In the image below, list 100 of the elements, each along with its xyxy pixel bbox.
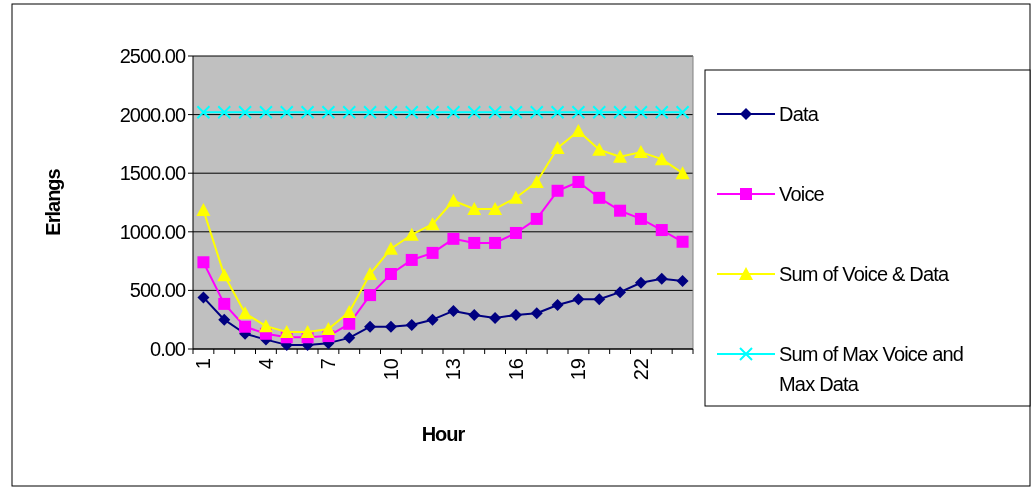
x-axis-title: Hour: [421, 423, 466, 445]
point: [468, 236, 481, 249]
point: [196, 105, 211, 120]
point: [218, 297, 231, 310]
x-tick-label: 13: [442, 358, 465, 381]
point: [655, 224, 668, 237]
y-tick-label: 2500.00: [119, 45, 186, 67]
point: [467, 201, 482, 215]
point: [300, 105, 315, 120]
x-tick-label: 22: [629, 358, 652, 381]
point: [593, 191, 606, 204]
point: [654, 105, 669, 120]
point: [675, 166, 690, 180]
point: [676, 275, 689, 288]
point: [343, 331, 356, 344]
x-tick-label: 7: [317, 358, 340, 370]
x-tick-label: 4: [254, 358, 277, 370]
point: [300, 325, 315, 339]
point: [447, 232, 460, 245]
point: [550, 141, 565, 154]
y-tick-label: 1500.00: [119, 162, 186, 185]
point: [509, 226, 522, 239]
point: [446, 193, 461, 207]
point: [509, 309, 522, 322]
x-tick-label: 10: [379, 358, 402, 381]
point: [593, 293, 606, 306]
point: [508, 190, 523, 204]
point: [592, 142, 607, 156]
point: [530, 212, 543, 225]
point: [217, 105, 232, 120]
y-tick-label: 0.00: [150, 338, 186, 360]
point: [238, 105, 253, 120]
point: [551, 184, 564, 197]
point: [383, 241, 398, 255]
point: [342, 305, 357, 319]
y-tick-label: 1000.00: [119, 220, 186, 243]
point: [468, 309, 481, 322]
x-tick-label: 19: [567, 358, 590, 381]
point: [488, 201, 503, 215]
point: [488, 105, 503, 120]
point: [675, 105, 690, 120]
legend-label: Sum of Voice & Data: [779, 263, 951, 285]
point: [529, 105, 544, 120]
y-tick-label: 500.00: [129, 279, 186, 302]
point: [321, 105, 336, 120]
point: [238, 306, 253, 320]
point: [489, 236, 502, 249]
point: [279, 105, 294, 120]
point: [404, 227, 419, 241]
point: [218, 313, 231, 326]
point: [613, 149, 628, 163]
point: [613, 105, 628, 120]
point: [363, 105, 378, 120]
point: [447, 304, 460, 317]
point: [197, 256, 210, 269]
point: [614, 204, 627, 217]
point: [425, 217, 440, 231]
point: [364, 320, 377, 333]
point: [426, 246, 439, 259]
point: [384, 267, 397, 280]
point: [405, 253, 418, 266]
point: [633, 145, 648, 159]
point: [572, 293, 585, 306]
point: [258, 319, 273, 333]
point: [633, 105, 648, 120]
point: [530, 307, 543, 320]
point: [384, 320, 397, 333]
point: [550, 105, 565, 120]
point: [571, 105, 586, 120]
point: [655, 272, 668, 285]
point: [279, 325, 294, 339]
point: [404, 105, 419, 120]
y-tick-label: 2000.00: [119, 103, 186, 126]
legend-label: Data: [779, 103, 820, 125]
point: [426, 313, 439, 326]
point: [363, 266, 378, 280]
point: [343, 317, 356, 330]
point: [342, 105, 357, 120]
point: [634, 276, 647, 289]
point: [551, 299, 564, 312]
point: [196, 203, 211, 217]
point: [676, 235, 689, 248]
point: [405, 318, 418, 331]
point: [571, 124, 586, 138]
legend-label: Voice: [779, 183, 825, 205]
point: [508, 105, 523, 120]
point: [634, 212, 647, 225]
point: [529, 174, 544, 188]
legend-label: Sum of Max Voice and Max Data: [779, 343, 964, 395]
point: [614, 286, 627, 299]
point: [592, 105, 607, 120]
point: [572, 175, 585, 188]
point: [425, 105, 440, 120]
x-tick-label: 16: [504, 358, 527, 381]
x-tick-label: 1: [192, 358, 215, 370]
point: [239, 320, 252, 333]
y-axis-title: Erlangs: [42, 168, 64, 236]
point: [364, 289, 377, 302]
point: [321, 322, 336, 336]
point: [217, 268, 232, 282]
